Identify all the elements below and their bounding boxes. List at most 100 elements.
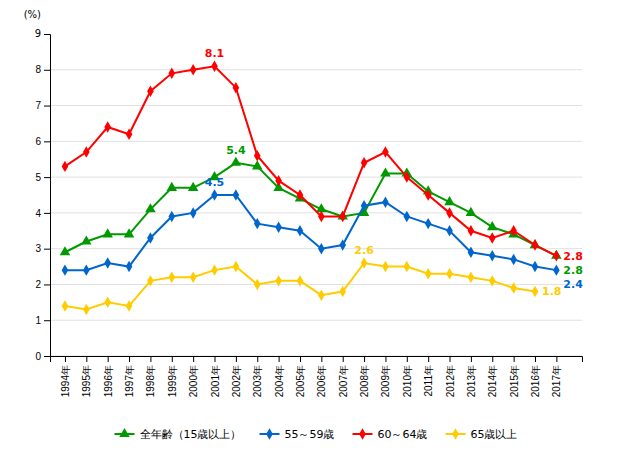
series-marker — [553, 264, 560, 275]
x-tick: 1999年 — [167, 356, 178, 397]
grid-line — [50, 212, 582, 213]
y-axis-title: (%) — [24, 9, 41, 20]
series-marker — [468, 272, 475, 283]
series-marker — [553, 250, 560, 261]
series-marker — [361, 257, 368, 268]
x-tick-mark — [343, 356, 344, 362]
x-tick-label: 1994年 — [60, 365, 71, 397]
x-tick-mark — [193, 356, 194, 362]
series-marker — [126, 128, 133, 139]
x-tick: 1996年 — [103, 356, 114, 397]
series-marker — [444, 196, 455, 205]
x-tick-mark — [471, 356, 472, 362]
series-marker — [233, 261, 240, 272]
grid-line — [50, 69, 582, 70]
series-marker — [104, 121, 111, 132]
legend-label: 全年齢（15歳以上） — [140, 428, 242, 441]
legend-symbol — [359, 428, 366, 439]
series-marker — [487, 221, 498, 230]
series-marker — [425, 218, 432, 229]
legend-symbol — [266, 428, 273, 439]
y-tick: 0 — [35, 351, 50, 362]
x-tick-mark — [428, 356, 429, 362]
x-tick-mark — [300, 356, 301, 362]
x-tick-label: 2003年 — [252, 365, 263, 397]
legend-item: 55～59歳 — [260, 428, 335, 441]
y-tick-mark — [44, 141, 50, 142]
series-marker — [380, 167, 391, 176]
series-marker — [446, 268, 453, 279]
x-tick: 1997年 — [124, 356, 135, 397]
x-tick: 1994年 — [60, 356, 71, 397]
x-tick-label: 2005年 — [295, 365, 306, 397]
x-tick-label: 2015年 — [509, 365, 520, 397]
series-marker — [446, 225, 453, 236]
series-line — [65, 163, 556, 256]
x-tick-mark — [450, 356, 451, 362]
x-tick: 1995年 — [81, 356, 92, 397]
series-marker — [510, 282, 517, 293]
series-marker — [446, 207, 453, 218]
series-marker — [468, 225, 475, 236]
y-tick-label: 2 — [35, 279, 41, 290]
annotation: 2.8 — [563, 250, 583, 263]
marks — [60, 60, 562, 315]
series-marker — [466, 207, 477, 216]
x-tick-mark — [364, 356, 365, 362]
chart: 1994年1995年1996年1997年1998年1999年2000年2001年… — [0, 0, 628, 454]
y-axis-line — [44, 35, 51, 357]
series-marker — [532, 239, 539, 250]
x-tick-mark — [257, 356, 258, 362]
x-tick-label: 2004年 — [274, 365, 285, 397]
series-marker — [62, 264, 69, 275]
series-marker — [361, 200, 368, 211]
x-tick-mark — [65, 356, 66, 362]
series-marker — [190, 64, 197, 75]
series-marker — [339, 286, 346, 297]
series-marker — [297, 225, 304, 236]
x-tick-mark — [321, 356, 322, 362]
series-marker — [145, 203, 156, 212]
x-tick: 2009年 — [380, 356, 391, 397]
legend-symbol — [119, 428, 130, 437]
y-tick-label: 7 — [35, 100, 41, 111]
x-tick-label: 1998年 — [145, 365, 156, 397]
series-marker — [382, 146, 389, 157]
legend-item: 全年齢（15歳以上） — [115, 428, 242, 441]
y-tick: 6 — [35, 136, 50, 147]
x-tick-label: 2016年 — [530, 365, 541, 397]
series-marker — [532, 286, 539, 297]
x-tick: 2016年 — [530, 356, 541, 397]
x-tick: 2006年 — [316, 356, 327, 397]
x-tick-label: 2013年 — [466, 365, 477, 397]
x-tick: 2011年 — [423, 356, 434, 397]
x-tick: 1998年 — [145, 356, 156, 397]
grid — [50, 70, 582, 356]
y-tick-label: 4 — [35, 208, 41, 219]
series-marker — [62, 300, 69, 311]
annotation: 1.8 — [542, 285, 562, 298]
series-marker — [211, 189, 218, 200]
x-tick: 2017年 — [551, 356, 562, 397]
grid-line — [50, 105, 582, 106]
y-tick-mark — [44, 320, 50, 321]
y-tick-mark — [44, 177, 50, 178]
series-marker — [510, 225, 517, 236]
series-marker — [233, 82, 240, 93]
x-tick-mark — [86, 356, 87, 362]
x-axis: 1994年1995年1996年1997年1998年1999年2000年2001年… — [51, 356, 583, 397]
y-tick-mark — [44, 70, 50, 71]
x-tick-label: 2001年 — [210, 365, 221, 397]
series-marker — [83, 146, 90, 157]
series-marker — [532, 261, 539, 272]
x-tick-label: 1997年 — [124, 365, 135, 397]
series-marker — [147, 275, 154, 286]
series-marker — [361, 157, 368, 168]
series-marker — [318, 243, 325, 254]
series-marker — [211, 60, 218, 71]
series-line — [65, 66, 556, 256]
x-tick-label: 1999年 — [167, 365, 178, 397]
series-marker — [168, 272, 175, 283]
y-tick: 1 — [35, 315, 50, 326]
series-marker — [252, 160, 263, 169]
